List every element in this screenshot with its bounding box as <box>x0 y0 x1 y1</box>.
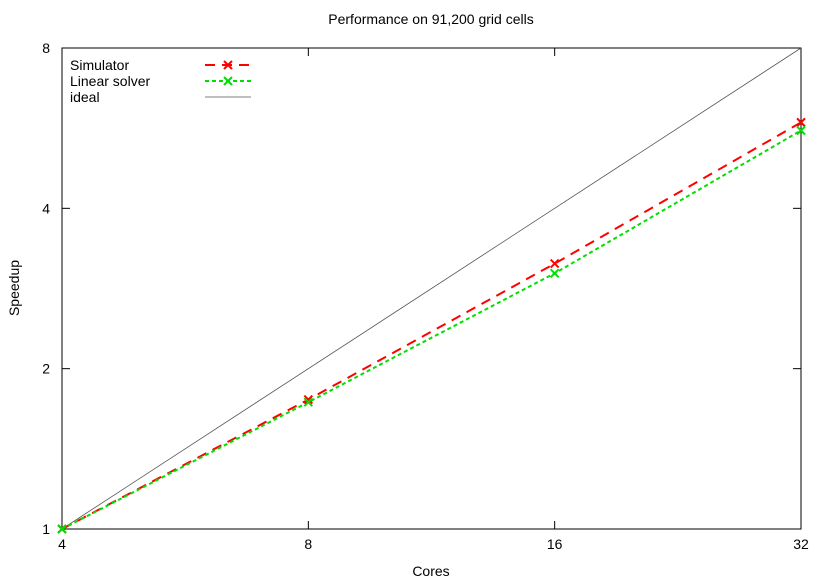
data-point-linear-solver <box>549 268 560 279</box>
data-point-linear-solver <box>796 125 806 136</box>
x-tick-label: 4 <box>58 536 66 552</box>
data-point-simulator <box>303 394 314 405</box>
y-tick-label: 1 <box>42 521 50 537</box>
x-tick-label: 8 <box>304 536 312 552</box>
legend-marker <box>223 76 233 86</box>
series-line-simulator <box>61 121 802 530</box>
series-line-linear-solver <box>61 129 802 530</box>
legend-label: Linear solver <box>70 73 150 89</box>
legend-label: ideal <box>70 89 100 105</box>
x-tick-label: 16 <box>547 536 563 552</box>
data-point-simulator <box>549 258 560 269</box>
data-point-simulator <box>796 117 806 128</box>
data-point-linear-solver <box>303 397 314 407</box>
x-tick-label: 32 <box>793 536 809 552</box>
chart-title: Performance on 91,200 grid cells <box>328 11 533 27</box>
axis-ticks: 4 8 16 32 1 2 4 8 <box>42 40 809 552</box>
series-line-ideal <box>61 47 802 530</box>
data-point-linear-solver <box>57 524 67 534</box>
y-tick-label: 8 <box>42 40 50 56</box>
series-markers <box>57 117 806 534</box>
y-tick-label: 4 <box>42 200 50 216</box>
y-axis-label: Speedup <box>6 260 22 316</box>
legend-marker <box>223 60 233 70</box>
legend-label: Simulator <box>70 57 129 73</box>
y-tick-label: 2 <box>42 361 50 377</box>
x-axis-label: Cores <box>412 563 449 579</box>
series-lines <box>61 47 802 530</box>
plot-frame <box>61 47 802 530</box>
